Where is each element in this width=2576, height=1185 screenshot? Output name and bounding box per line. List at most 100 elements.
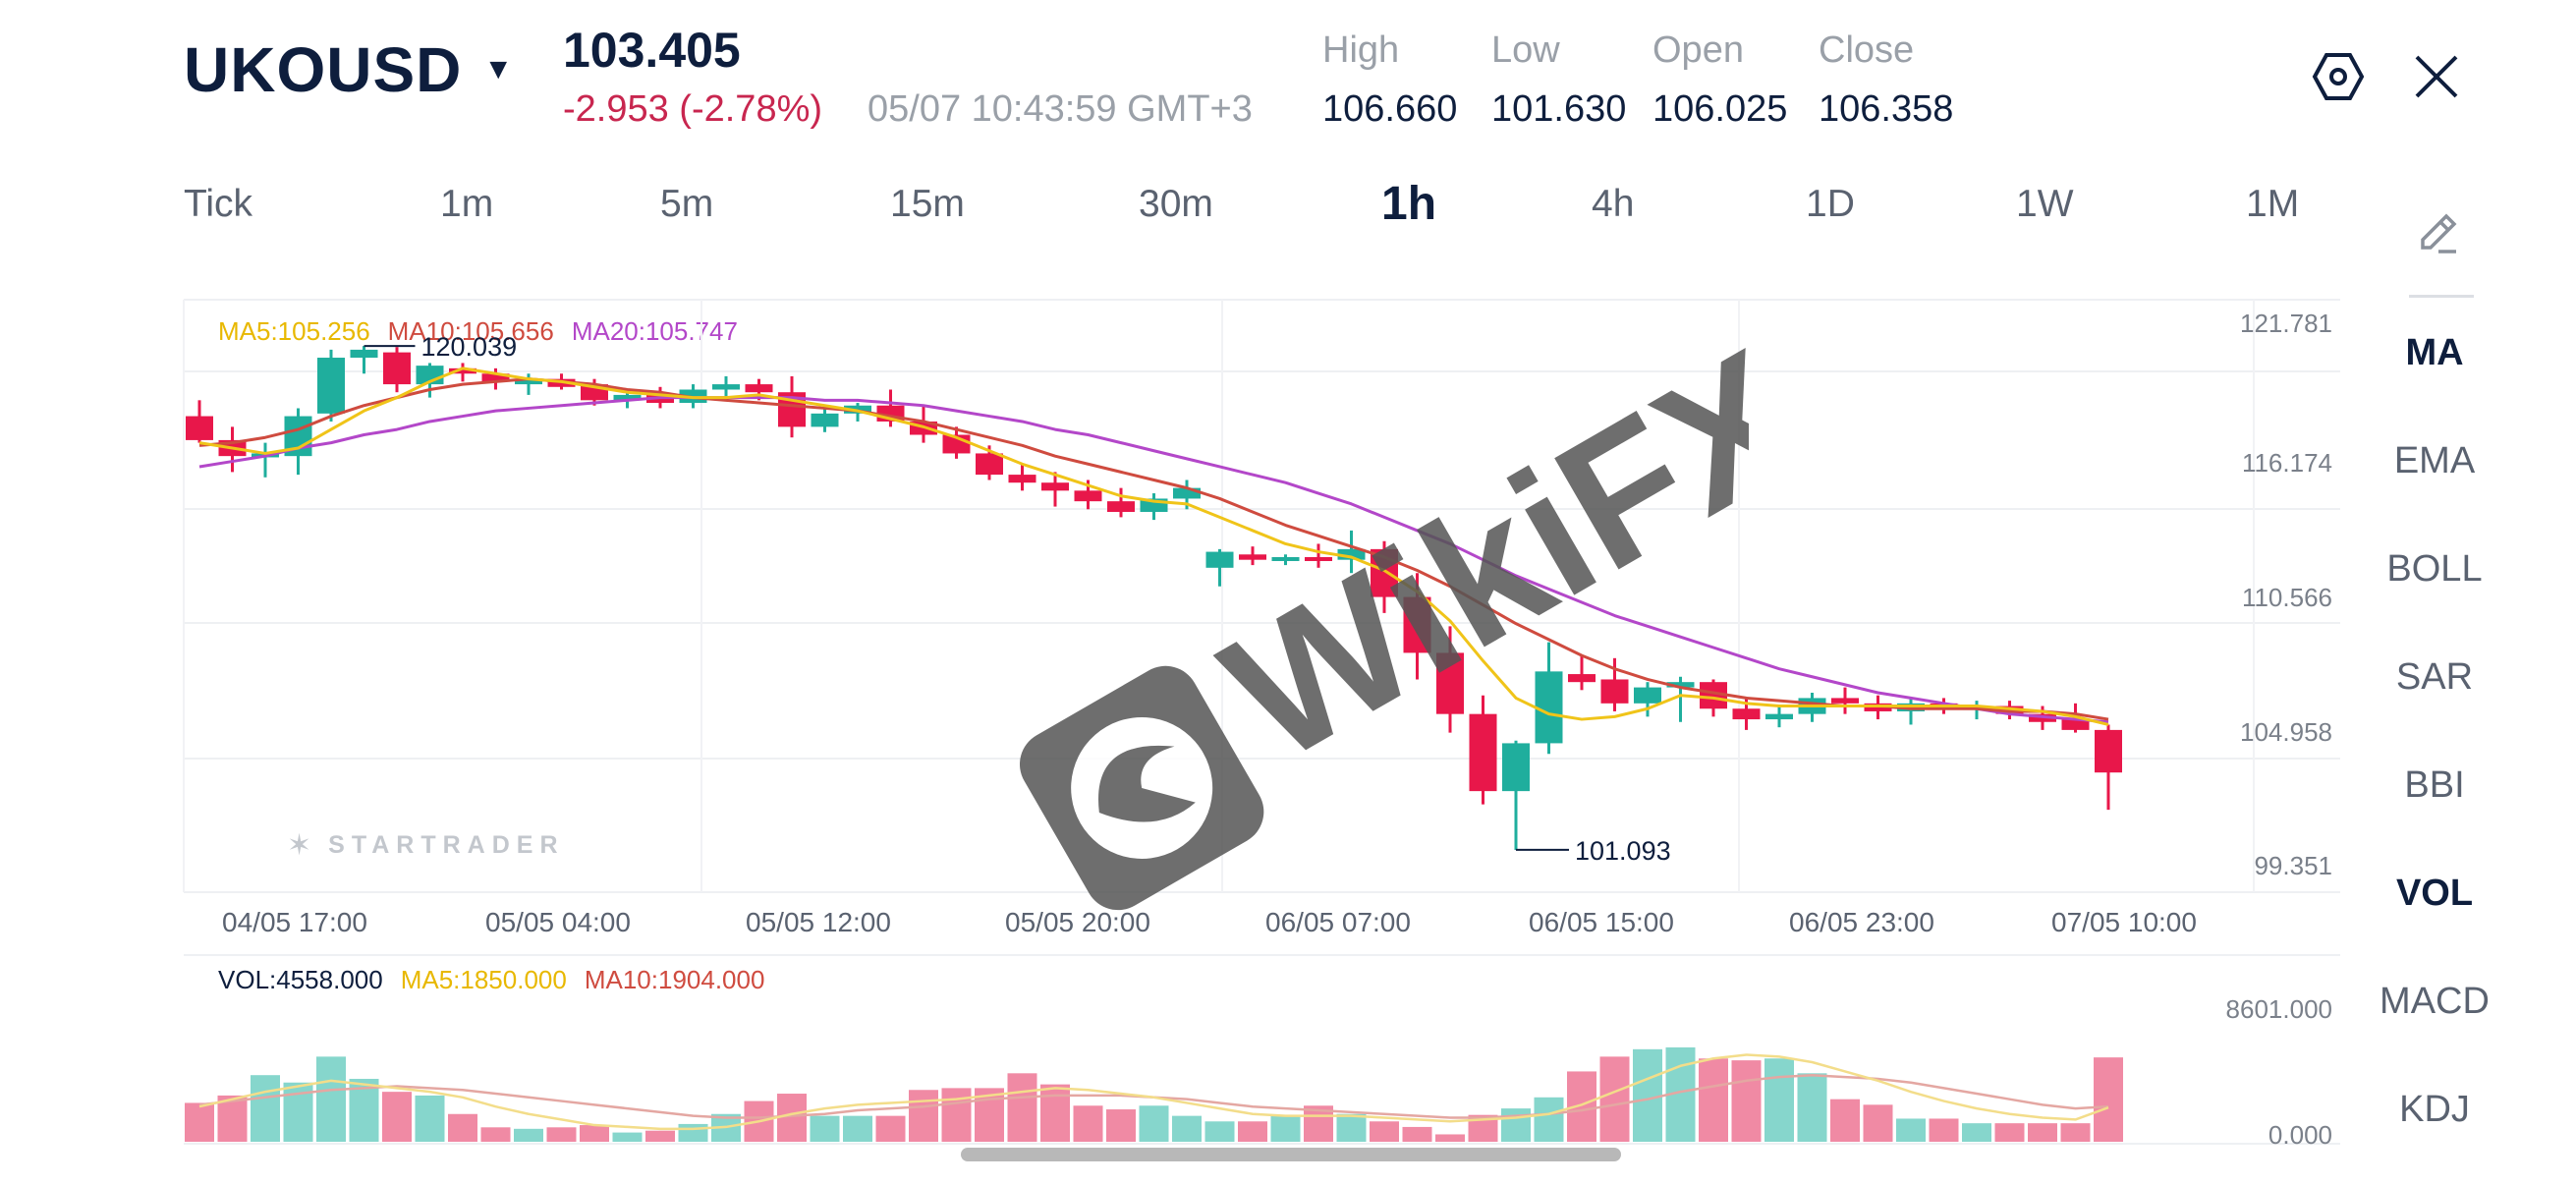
candle-body xyxy=(350,349,378,359)
volume-bar xyxy=(1073,1105,1103,1142)
open-value: 106.025 xyxy=(1652,88,1788,130)
volume-bar xyxy=(1797,1073,1827,1142)
indicator-vol[interactable]: VOL xyxy=(2395,873,2474,914)
volume-bar xyxy=(1139,1105,1169,1142)
indicator-ma[interactable]: MA xyxy=(2405,332,2464,373)
open-label: Open xyxy=(1652,29,1744,71)
candle-body xyxy=(1666,682,1695,688)
volume-axis-label: 8601.000 xyxy=(2226,994,2332,1024)
volume-bar xyxy=(810,1115,840,1142)
timeframe-1mo[interactable]: 1M xyxy=(2246,183,2300,225)
volume-bar xyxy=(1896,1118,1926,1142)
volume-bar xyxy=(1599,1056,1630,1142)
volume-bar xyxy=(1534,1097,1564,1142)
time-axis-label: 05/05 04:00 xyxy=(485,907,631,937)
timeframe-4h[interactable]: 4h xyxy=(1592,183,1635,225)
vol-value-legend: VOL:4558.000 xyxy=(218,965,383,994)
volume-bar xyxy=(1929,1118,1959,1142)
candle-body xyxy=(1305,556,1332,561)
candle-body xyxy=(186,416,213,440)
volume-bar xyxy=(546,1127,577,1142)
candle-body xyxy=(745,384,773,393)
ma-legend: MA5:105.256 MA10:105.656 MA20:105.747 xyxy=(218,316,738,347)
candle-body xyxy=(1239,554,1266,560)
volume-bars xyxy=(185,1046,2123,1142)
time-axis: 04/05 17:00 05/05 04:00 05/05 12:00 05/05 2… xyxy=(222,907,2197,937)
candlesticks xyxy=(186,346,2122,850)
indicator-kdj[interactable]: KDJ xyxy=(2399,1089,2470,1130)
candle-body xyxy=(2061,719,2090,730)
timeframe-30m[interactable]: 30m xyxy=(1139,183,1213,225)
candle-body xyxy=(383,352,411,385)
volume-bar xyxy=(645,1130,675,1142)
candle-body xyxy=(1535,671,1563,744)
candle-body xyxy=(1173,487,1201,499)
volume-bar xyxy=(2094,1057,2123,1142)
volume-bar xyxy=(1830,1099,1860,1142)
current-price: 103.405 xyxy=(563,23,741,78)
star-icon: ✶ xyxy=(287,829,319,862)
candle-body xyxy=(1271,556,1300,561)
indicator-sar[interactable]: SAR xyxy=(2395,656,2474,698)
indicator-ema[interactable]: EMA xyxy=(2393,440,2476,481)
volume-bar xyxy=(1007,1073,1037,1142)
volume-bar xyxy=(1962,1123,1991,1142)
volume-bar xyxy=(415,1095,445,1142)
ma20-line xyxy=(198,396,2109,724)
volume-bar xyxy=(1238,1121,1267,1142)
volume-bar xyxy=(1370,1121,1399,1142)
symbol-name: UKOUSD xyxy=(184,34,463,105)
candle-body xyxy=(449,367,476,374)
volume-bar xyxy=(1106,1109,1136,1142)
volume-bar xyxy=(1501,1108,1531,1142)
indicator-boll[interactable]: BOLL xyxy=(2386,548,2483,590)
timeframe-1h[interactable]: 1h xyxy=(1381,178,1437,230)
indicator-bbi[interactable]: BBI xyxy=(2404,764,2465,806)
timeframe-1m[interactable]: 1m xyxy=(440,183,494,225)
startrader-watermark: ✶ STARTRADER xyxy=(287,828,565,863)
price-axis-label: 110.566 xyxy=(2242,583,2332,612)
close-icon[interactable] xyxy=(2413,53,2460,100)
volume-bar xyxy=(1270,1115,1301,1142)
candle-body xyxy=(1205,551,1234,568)
volume-bar xyxy=(1402,1126,1432,1142)
timeframe-1w[interactable]: 1W xyxy=(2016,183,2074,225)
horizontal-scrollbar[interactable] xyxy=(961,1148,1621,1161)
volume-bar xyxy=(1204,1121,1235,1142)
timeframe-tick[interactable]: Tick xyxy=(184,183,253,225)
close-label: Close xyxy=(1819,29,1915,71)
candle-body xyxy=(712,384,740,390)
timeframe-5m[interactable]: 5m xyxy=(660,183,714,225)
volume-bar xyxy=(185,1102,214,1142)
candle-body xyxy=(613,394,642,401)
candle-body xyxy=(1502,743,1530,792)
volume-bar xyxy=(909,1090,938,1142)
volume-bar xyxy=(1699,1058,1728,1142)
timestamp: 05/07 10:43:59 GMT+3 xyxy=(868,88,1253,130)
timeframe-1d[interactable]: 1D xyxy=(1806,183,1855,225)
volume-bar xyxy=(251,1075,280,1142)
indicator-macd[interactable]: MACD xyxy=(2380,981,2490,1022)
volume-bar xyxy=(2060,1123,2091,1142)
volume-bar xyxy=(612,1132,643,1142)
draw-pencil-icon[interactable] xyxy=(2413,208,2464,259)
price-axis-label: 116.174 xyxy=(2242,448,2332,478)
symbol-selector[interactable]: UKOUSD ▼ xyxy=(184,33,514,106)
price-markers: 120.039 101.093 xyxy=(364,332,1671,866)
candle-body xyxy=(1041,482,1069,491)
timeframe-15m[interactable]: 15m xyxy=(890,183,965,225)
high-label: High xyxy=(1322,29,1400,71)
vol-ma5-line xyxy=(198,1053,2109,1131)
settings-icon[interactable] xyxy=(2311,49,2366,104)
volume-bar xyxy=(1435,1134,1465,1142)
volume-axis-label: 0.000 xyxy=(2268,1120,2332,1150)
candle-body xyxy=(1568,674,1596,683)
low-label: Low xyxy=(1491,29,1560,71)
menu-divider xyxy=(2409,295,2474,298)
candle-body xyxy=(811,413,839,427)
low-marker-label: 101.093 xyxy=(1575,836,1671,866)
volume-bar xyxy=(1040,1084,1070,1142)
chart-grid xyxy=(184,299,2340,1145)
candle-body xyxy=(976,453,1003,476)
